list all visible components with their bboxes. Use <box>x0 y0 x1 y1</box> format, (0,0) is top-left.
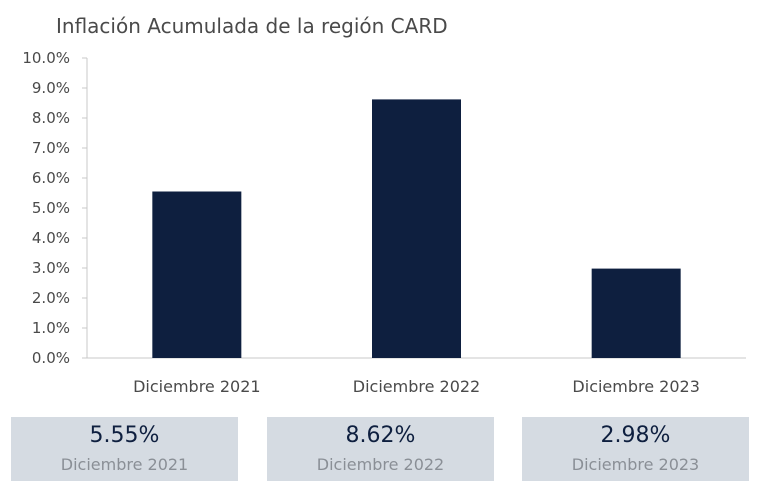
bar <box>152 191 242 358</box>
summary-label: Diciembre 2021 <box>60 455 189 474</box>
chart-title: Inflación Acumulada de la región CARD <box>56 14 448 38</box>
summary-card-2023: 2.98% Diciembre 2023 <box>522 417 749 481</box>
y-tick-label: 4.0% <box>32 229 70 247</box>
y-tick-label: 9.0% <box>32 79 70 97</box>
y-tick-label: 1.0% <box>32 319 70 337</box>
y-tick-label: 8.0% <box>32 109 70 127</box>
summary-value: 5.55% <box>89 423 160 448</box>
bar <box>591 268 681 358</box>
summary-label: Diciembre 2022 <box>316 455 445 474</box>
x-category-label: Diciembre 2021 <box>133 377 260 396</box>
y-tick-label: 5.0% <box>32 199 70 217</box>
x-category-label: Diciembre 2022 <box>353 377 480 396</box>
y-tick-label: 2.0% <box>32 289 70 307</box>
y-tick-label: 0.0% <box>32 349 70 367</box>
summary-value: 8.62% <box>345 423 416 448</box>
bar <box>372 99 461 359</box>
y-tick-label: 7.0% <box>32 139 70 157</box>
y-tick-label: 6.0% <box>32 169 70 187</box>
bar-chart: 0.0% 1.0% 2.0% 3.0% 4.0% 5.0% 6.0% 7.0% 8.0% 9.0%… <box>22 49 746 396</box>
summary-value: 2.98% <box>600 423 671 448</box>
y-tick-label: 3.0% <box>32 259 70 277</box>
summary-card-2021: 5.55% Diciembre 2021 <box>11 417 238 481</box>
y-tick-label: 10.0% <box>22 49 70 67</box>
x-category-label: Diciembre 2023 <box>572 377 699 396</box>
summary-card-2022: 8.62% Diciembre 2022 <box>267 417 494 481</box>
summary-label: Diciembre 2023 <box>571 455 700 474</box>
